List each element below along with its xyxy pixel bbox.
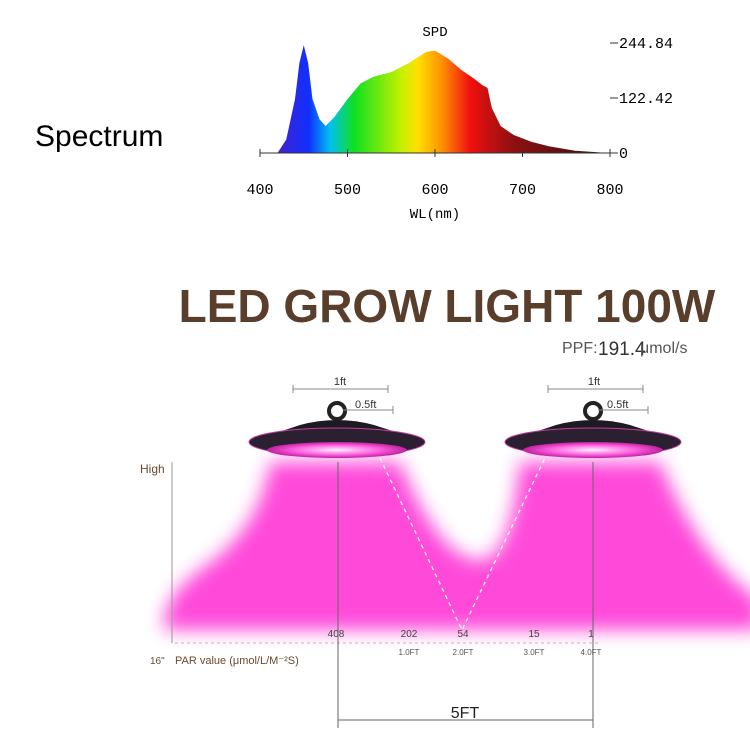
y-tick-label: 0 (619, 146, 628, 163)
par-values: 408 202 54 15 1 1.0FT 2.0FT 3.0FT 4.0FT (328, 629, 602, 657)
par-value: 15 (528, 629, 540, 640)
ppf-unit: μmol/s (640, 340, 687, 357)
y-tick-label: 244.84 (619, 36, 673, 53)
height-value: 16" (150, 656, 165, 667)
diagram-title: LED GROW LIGHT 100W (179, 280, 716, 332)
distance-label: 4.0FT (581, 648, 602, 657)
spectrum-chart: SPD WL(nm) 400 500 600 700 800 0 122.42 244.84 (246, 25, 673, 223)
par-value: 54 (457, 629, 469, 640)
lamp-half: 0.5ft (355, 399, 376, 411)
x-tick-label: 600 (421, 182, 448, 199)
ppf-label: PPF: (562, 340, 598, 357)
x-tick-label: 500 (334, 182, 361, 199)
x-tick-label: 800 (596, 182, 623, 199)
diagram-text: LED GROW LIGHT 100W PPF: 191.4 μmol/s 1f… (140, 280, 716, 722)
y-tick-label: 122.42 (619, 91, 673, 108)
light-cones (164, 462, 750, 630)
chart-title: SPD (422, 25, 447, 41)
dimension-lines (171, 385, 649, 728)
x-tick-label: 400 (246, 182, 273, 199)
ppf-value: 191.4 (598, 339, 646, 360)
par-value: 1 (588, 629, 594, 640)
par-label: PAR value (μmol/L/M⁻²S) (175, 655, 299, 667)
spectrum-area (277, 45, 610, 153)
par-value: 202 (401, 629, 418, 640)
span-label: 5FT (451, 705, 480, 722)
height-label: High (140, 462, 165, 476)
distance-label: 2.0FT (453, 648, 474, 657)
x-axis-label: WL(nm) (410, 207, 460, 223)
spectrum-label: Spectrum (35, 120, 163, 153)
x-tick-label: 700 (509, 182, 536, 199)
par-value: 408 (328, 629, 345, 640)
lamp-half: 0.5ft (607, 399, 628, 411)
lamp-width: 1ft (334, 376, 346, 388)
lamps (248, 401, 682, 458)
distance-label: 3.0FT (524, 648, 545, 657)
lamp-width: 1ft (588, 376, 600, 388)
distance-label: 1.0FT (399, 648, 420, 657)
